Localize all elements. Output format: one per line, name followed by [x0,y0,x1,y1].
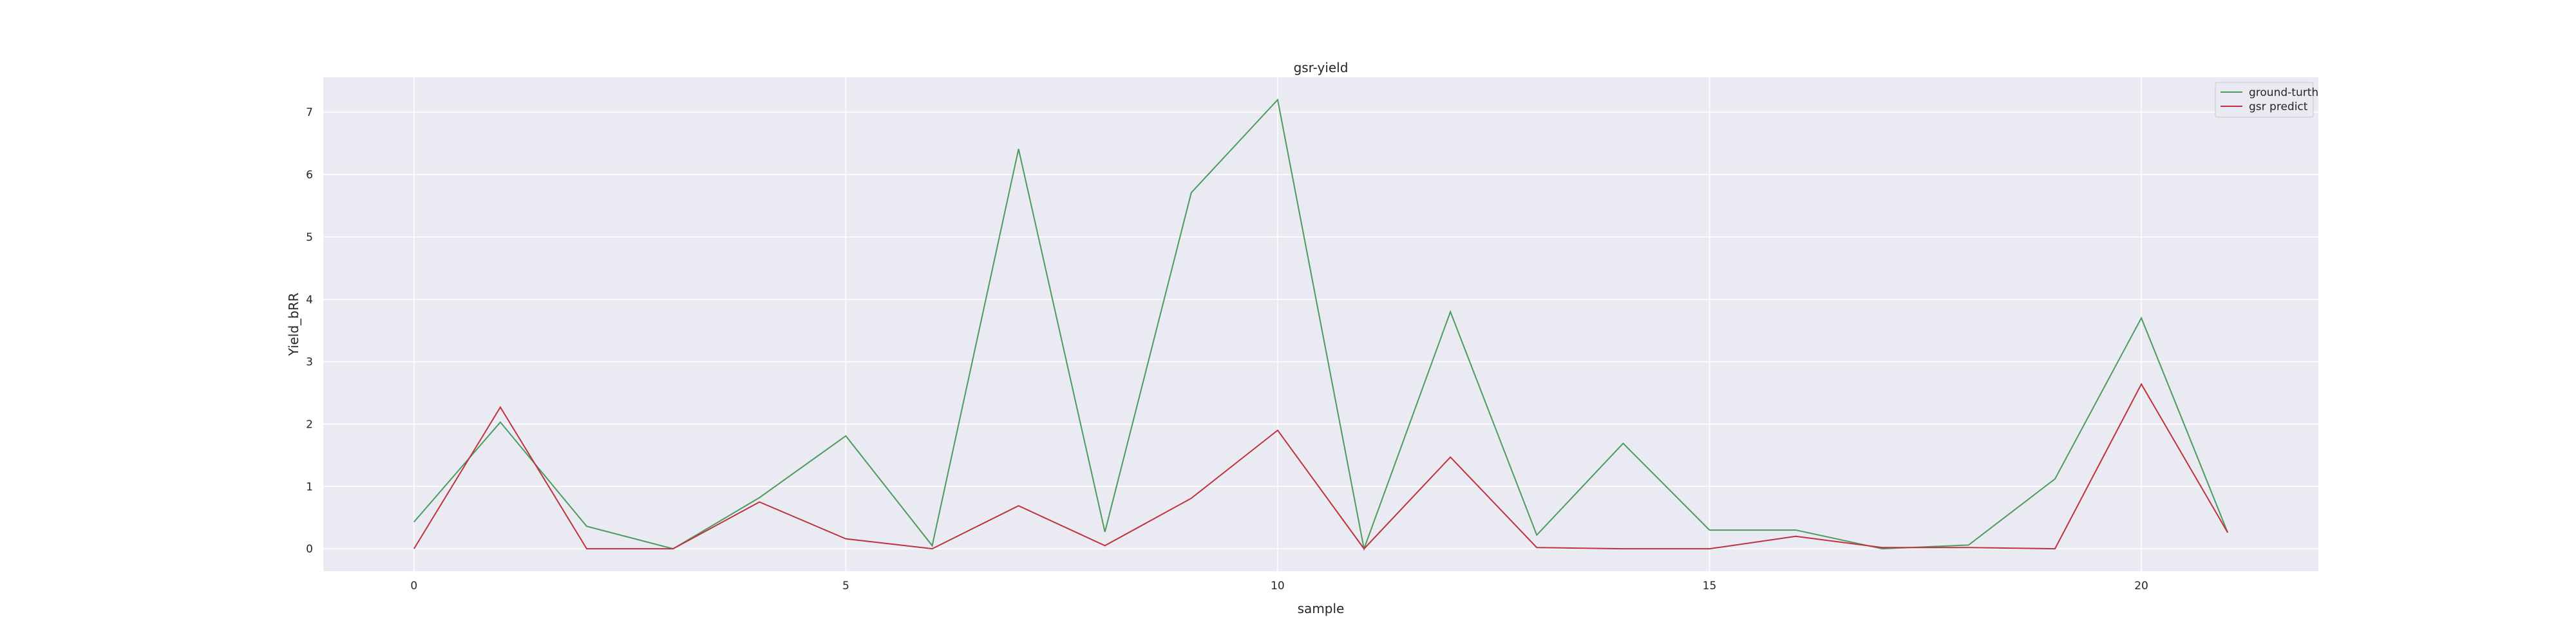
y-tick-label: 7 [306,106,313,119]
legend-label-gsr-predict: gsr predict [2249,100,2308,113]
x-tick-label: 0 [410,580,417,592]
legend-label-ground-turth: ground-turth [2249,86,2318,99]
x-tick-label: 10 [1271,580,1285,592]
series-group [413,98,2229,551]
y-tick-label: 5 [306,231,313,244]
chart-title: gsr-yield [1294,60,1349,75]
tick-labels: 0 5 10 15 20 0 1 2 3 4 5 6 7 [306,106,2148,592]
x-tick-label: 15 [1703,580,1717,592]
x-axis-label: sample [1298,601,1345,616]
series-line-gsr-predict [413,383,2229,550]
y-tick-label: 4 [306,294,313,307]
x-tick-label: 5 [842,580,849,592]
x-tick-label: 20 [2134,580,2148,592]
y-tick-label: 2 [306,418,313,431]
legend: ground-turth gsr predict [2215,82,2318,118]
legend-box [2215,82,2314,118]
y-tick-label: 0 [306,543,313,556]
y-tick-label: 3 [306,356,313,369]
y-axis-label: Yield_bRR [286,292,301,356]
y-tick-label: 6 [306,169,313,182]
y-tick-label: 1 [306,480,313,493]
